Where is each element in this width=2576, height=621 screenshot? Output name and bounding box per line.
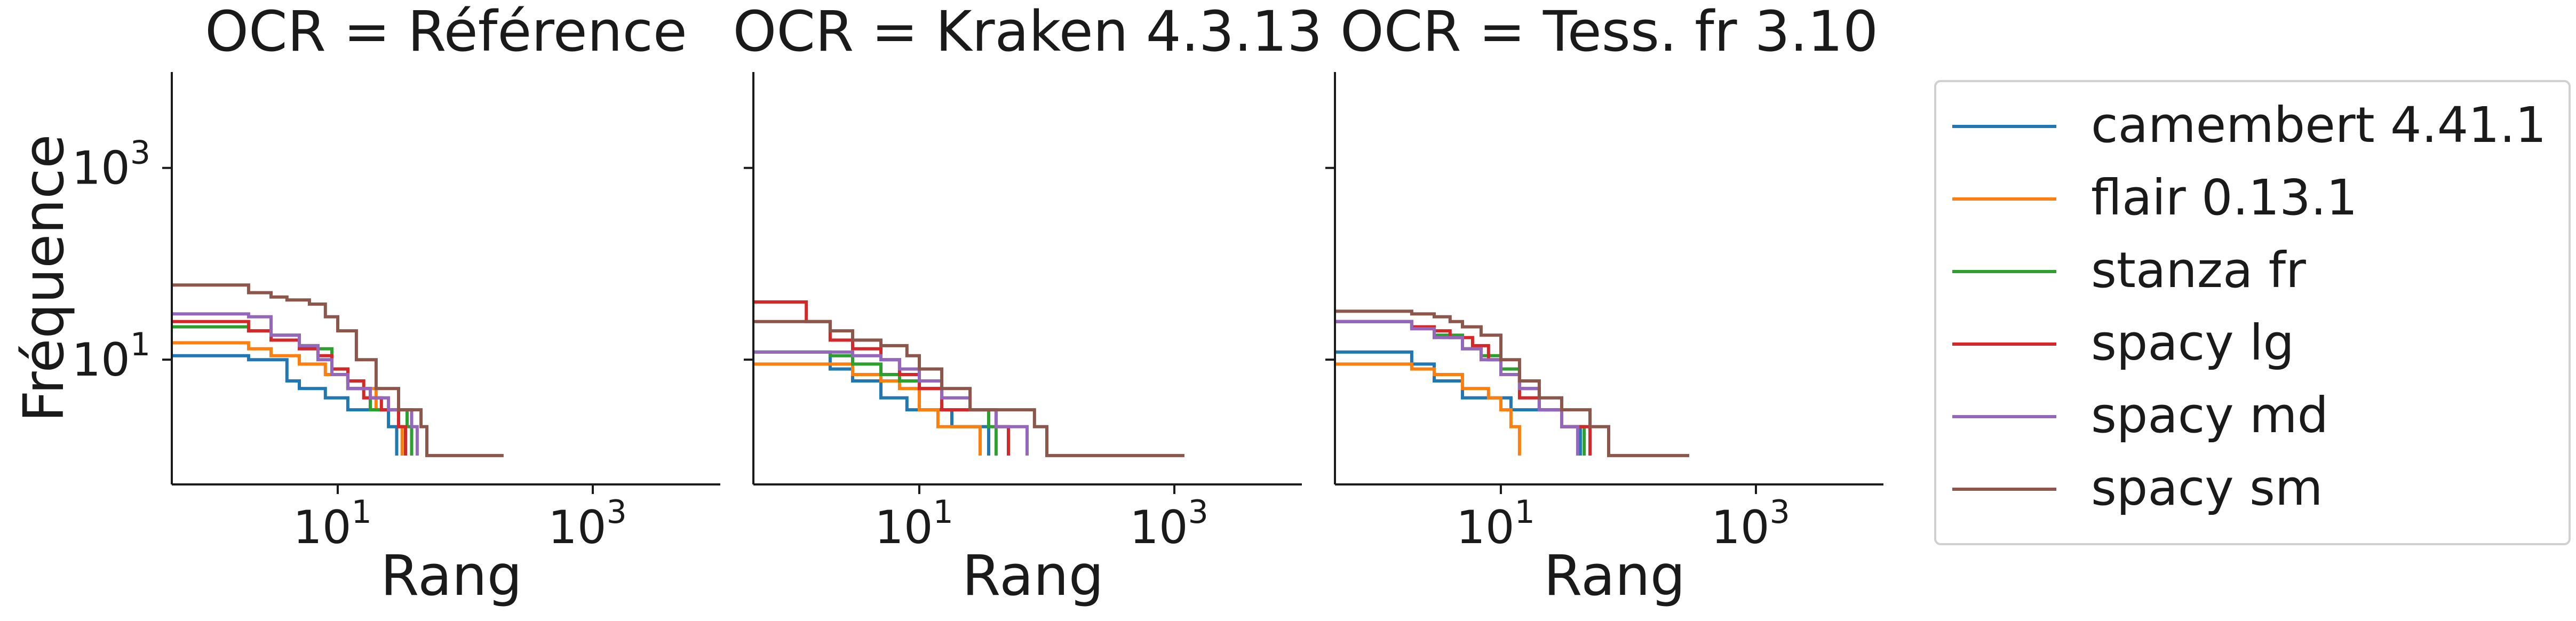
legend-item: spacy sm [1936,456,2569,520]
legend-swatch [1952,488,2056,491]
series-line-flair-0-13-1 [1335,362,1521,456]
legend-swatch [1952,270,2056,273]
legend-item: spacy md [1936,383,2569,447]
x-axis-label: Rang [380,543,522,608]
legend-swatch [1952,125,2056,128]
series-line-spacy-md [1335,320,1579,456]
legend-item: spacy lg [1936,310,2569,375]
x-axis-label: Rang [962,543,1104,608]
series-line-camembert-4-41-1 [172,354,399,456]
panel-title: OCR = Kraken 4.3.13 [733,0,1323,64]
y-axis-label: Fréquence [11,134,76,423]
legend-swatch [1952,343,2056,346]
series-line-spacy-sm [753,320,1184,457]
y-tick-label: 101 [71,326,150,387]
x-tick-label: 103 [1130,493,1209,554]
panel-title: OCR = Référence [205,0,687,64]
x-axis-label: Rang [1544,543,1685,608]
series-line-camembert-4-41-1 [1335,350,1582,456]
legend-label: spacy lg [2091,314,2294,371]
series-line-spacy-md [172,312,419,456]
legend-label: spacy sm [2091,459,2323,516]
x-tick-label: 103 [548,493,627,554]
legend-label: stanza fr [2091,242,2306,299]
legend-swatch [1952,415,2056,418]
x-tick-label: 103 [1711,493,1790,554]
x-tick-label: 101 [874,493,953,554]
legend: camembert 4.41.1 flair 0.13.1 stanza fr spa… [1934,80,2571,545]
series-line-stanza-fr [753,350,998,456]
series-line-spacy-sm [172,283,504,457]
legend-label: camembert 4.41.1 [2091,97,2547,154]
series-line-camembert-4-41-1 [753,350,990,456]
legend-item: camembert 4.41.1 [1936,93,2569,157]
x-tick-label: 101 [1456,493,1535,554]
panel-1: OCR = Référence 101 103 101 103 Rang [71,0,720,608]
legend-item: flair 0.13.1 [1936,165,2569,229]
panel-title: OCR = Tess. fr 3.10 [1340,0,1878,64]
panel-2: OCR = Kraken 4.3.13 101 103 Rang [733,0,1323,608]
panel-3: OCR = Tess. fr 3.10 101 103 Rang [1325,0,1883,608]
legend-item: stanza fr [1936,238,2569,302]
legend-label: spacy md [2091,387,2328,444]
series-line-spacy-sm [1335,309,1689,457]
series-line-stanza-fr [1335,320,1586,456]
legend-label: flair 0.13.1 [2091,169,2358,226]
x-tick-label: 101 [293,493,372,554]
legend-swatch [1952,197,2056,201]
series-line-flair-0-13-1 [753,362,982,456]
y-tick-label: 103 [71,134,150,195]
series-line-spacy-md [753,350,1029,456]
